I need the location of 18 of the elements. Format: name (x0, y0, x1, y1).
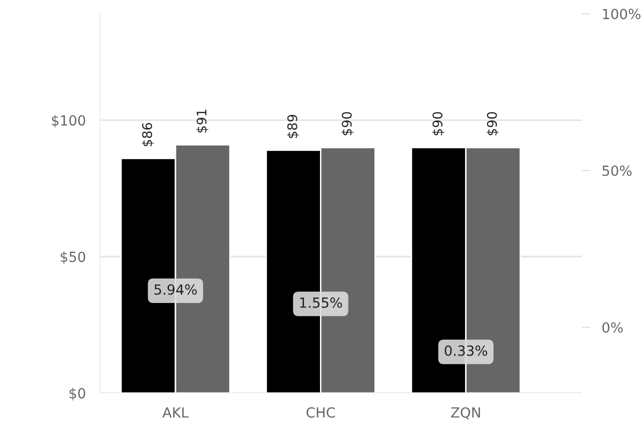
annotation: 1.55% (300, 297, 342, 308)
data-label: $90 (342, 112, 354, 136)
x-tick-label: CHC (306, 407, 335, 418)
data-label: $86 (142, 122, 154, 146)
data-label: $90 (432, 112, 444, 136)
annotation: 0.33% (444, 345, 488, 356)
annotation: 5.94% (154, 284, 197, 295)
y-tick-label: $0 (70, 388, 86, 400)
data-label: $91 (196, 110, 208, 133)
x-tick-label: ZQN (451, 407, 480, 420)
y2-tick-label: 50% (602, 165, 632, 176)
y-tick-label: $100 (52, 114, 86, 128)
y2-tick-label: 0% (602, 322, 623, 333)
y2-tick-label: 100% (603, 8, 640, 20)
data-label: $90 (486, 112, 499, 136)
y-tick-label: $50 (60, 251, 86, 264)
x-tick-label: AKL (162, 407, 189, 418)
data-label: $89 (287, 114, 300, 138)
